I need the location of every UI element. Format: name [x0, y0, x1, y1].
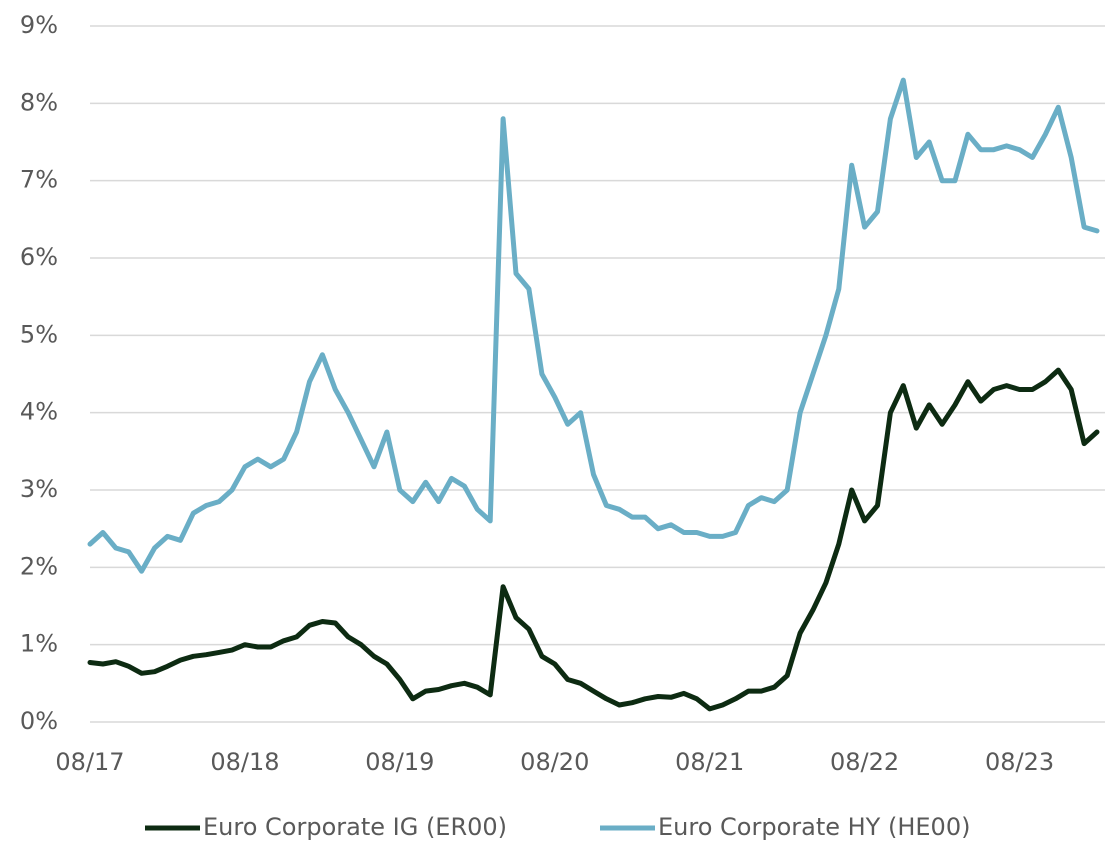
x-tick-label: 08/23 [985, 748, 1054, 776]
y-tick-label: 9% [20, 11, 58, 39]
y-tick-label: 7% [20, 166, 58, 194]
y-tick-label: 2% [20, 552, 58, 580]
y-tick-label: 4% [20, 398, 58, 426]
legend-label: Euro Corporate HY (HE00) [658, 813, 970, 841]
x-tick-label: 08/19 [365, 748, 434, 776]
x-tick-label: 08/17 [55, 748, 124, 776]
y-tick-label: 8% [20, 88, 58, 116]
x-tick-label: 08/22 [830, 748, 899, 776]
x-tick-label: 08/20 [520, 748, 589, 776]
legend-label: Euro Corporate IG (ER00) [203, 813, 507, 841]
series-line [87, 367, 1100, 712]
x-tick-label: 08/21 [675, 748, 744, 776]
y-tick-label: 0% [20, 707, 58, 735]
y-tick-label: 1% [20, 630, 58, 658]
y-tick-label: 6% [20, 243, 58, 271]
y-tick-label: 3% [20, 475, 58, 503]
y-tick-label: 5% [20, 320, 58, 348]
series-line [87, 77, 1100, 574]
x-tick-label: 08/18 [210, 748, 279, 776]
